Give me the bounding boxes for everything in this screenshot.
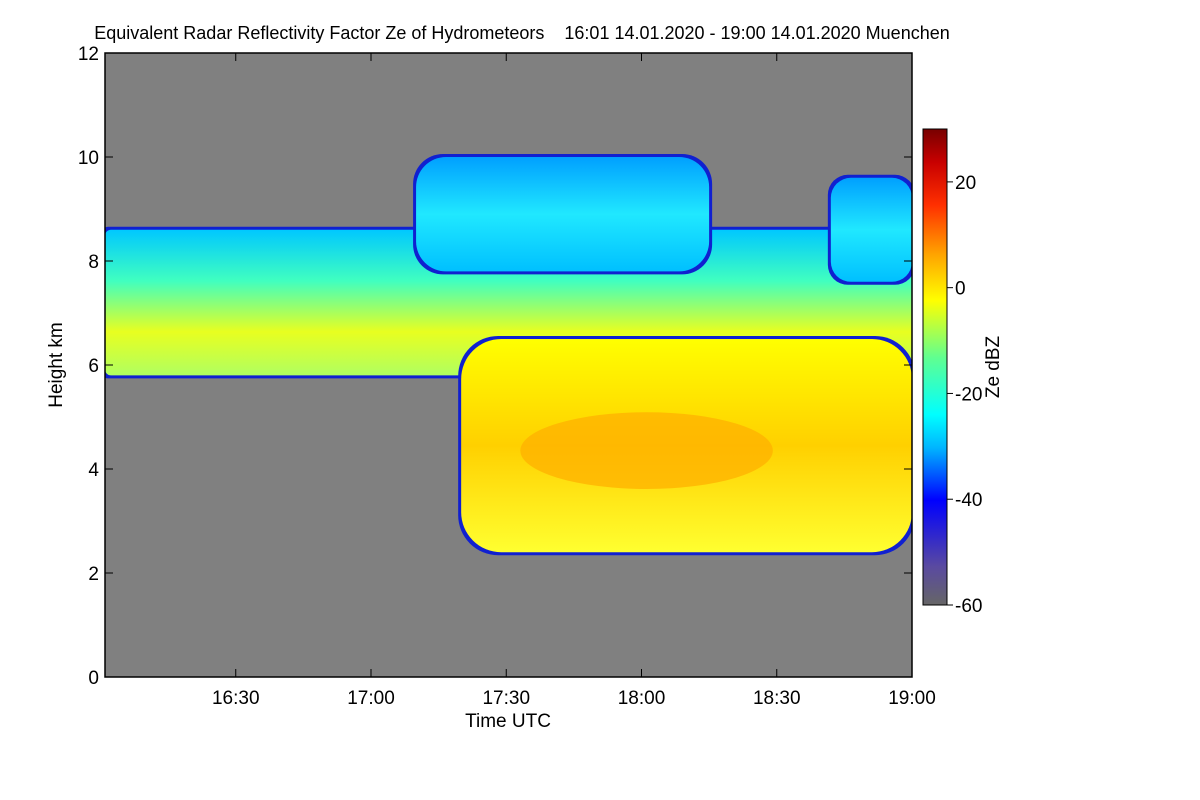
x-tick-label: 18:00 [618,688,666,709]
colorbar-tick-label: 0 [955,279,966,300]
y-tick-label: 0 [88,668,99,689]
x-tick-label: 17:30 [482,688,530,709]
colorbar-tick-label: -20 [955,384,982,405]
y-axis: 0 2 4 6 8 10 12 [78,44,912,689]
x-tick-label: 17:00 [347,688,395,709]
y-tick-label: 8 [88,252,99,273]
x-tick-label: 18:30 [753,688,801,709]
y-tick-label: 4 [88,460,99,481]
echo-core-max [520,412,773,489]
colorbar-label: Ze dBZ [983,335,1004,398]
colorbar-tick-label: 20 [955,173,976,194]
y-axis-label: Height km [46,322,67,408]
colorbar-tick-label: -40 [955,490,982,511]
y-tick-label: 6 [88,356,99,377]
echo-body [830,177,912,282]
colorbar [922,128,948,606]
y-tick-label: 12 [78,44,99,65]
x-tick-label: 19:00 [888,688,936,709]
x-axis-label: Time UTC [465,711,551,732]
y-tick-label: 10 [78,148,99,169]
echo-features [105,154,912,556]
echo-cirrus-patch [827,174,912,285]
echo-body [416,157,710,272]
echo-cirrus-patch [413,154,713,275]
colorbar-tick-label: -60 [955,596,982,617]
x-tick-label: 16:30 [212,688,260,709]
x-axis: 16:30 17:00 17:30 18:00 18:30 19:00 [212,53,936,709]
colorbar-ticks: -60 -40 -20 0 20 [947,173,982,617]
chart-title: Equivalent Radar Reflectivity Factor Ze … [94,23,950,43]
y-tick-label: 2 [88,564,99,585]
echo-precipitating-core [458,336,912,556]
